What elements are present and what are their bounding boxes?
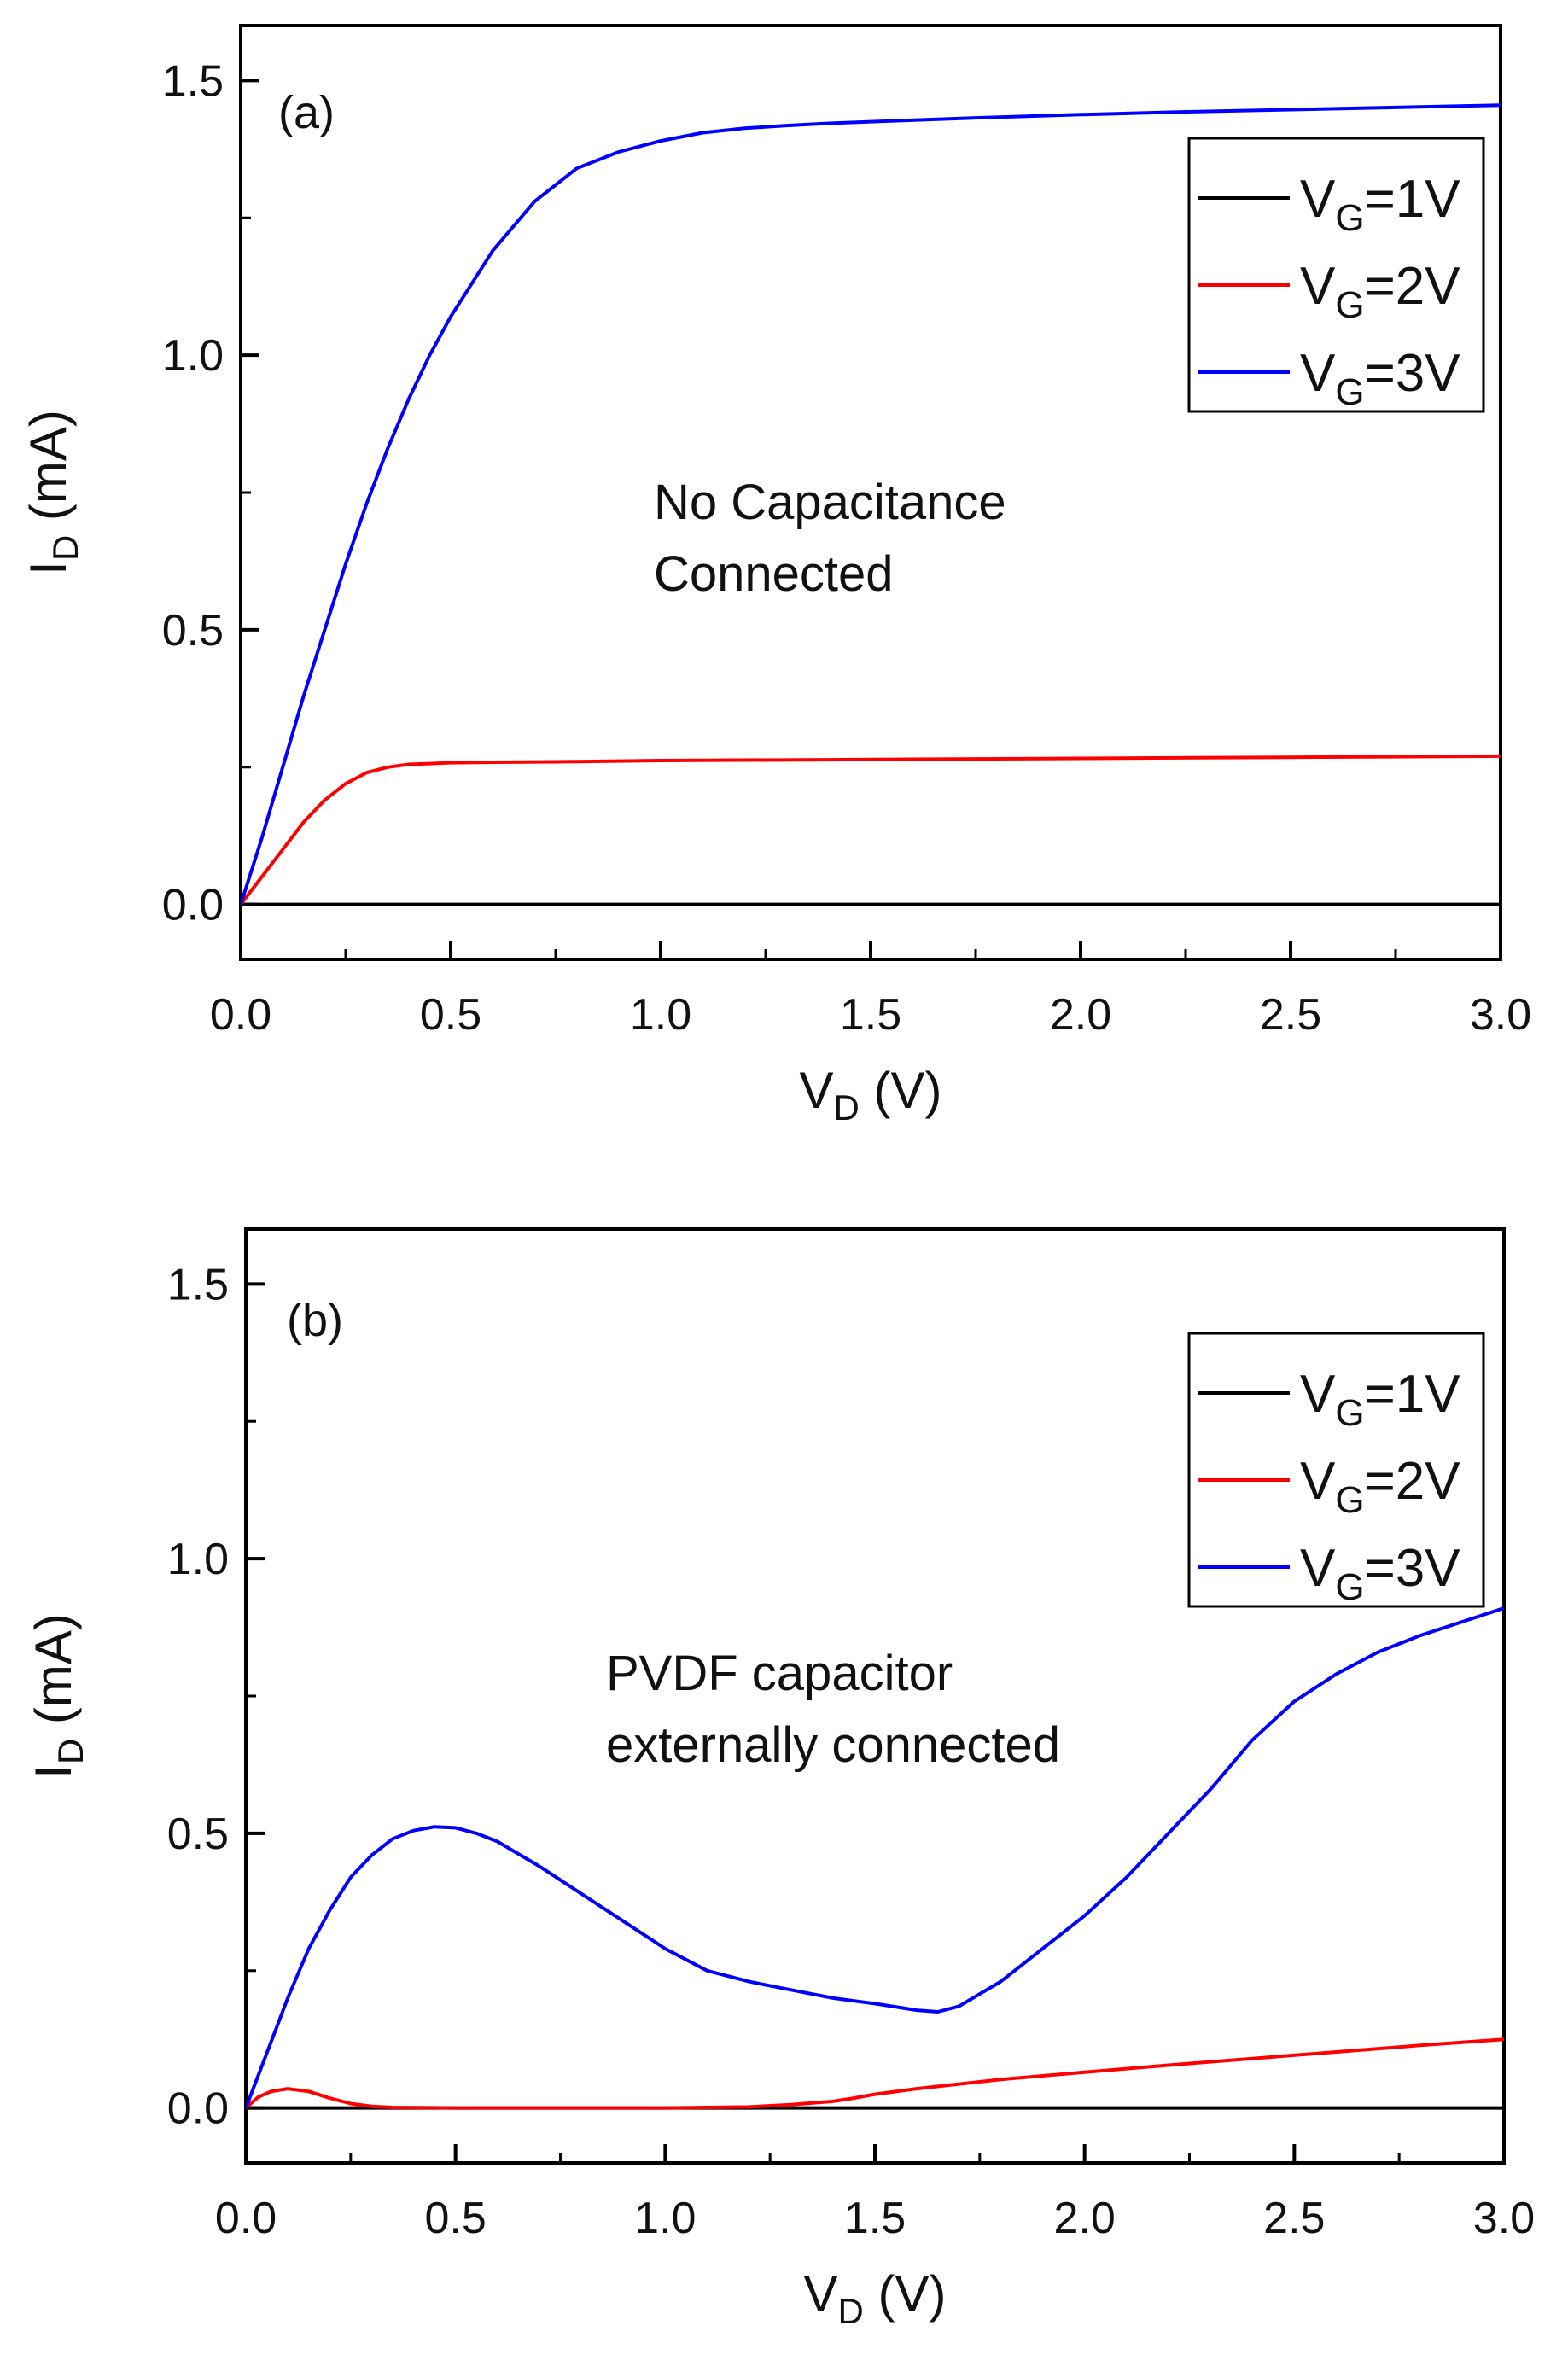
y-tick-label: 1.0 (162, 331, 224, 381)
legend-entry-label: VG=3V (1300, 344, 1460, 413)
series-line-vg-3v (241, 103, 1501, 906)
legend-entry-label: VG=1V (1300, 1365, 1460, 1434)
y-axis-title: ID (mA) (25, 1613, 90, 1779)
x-axis-title: VD (V) (799, 1062, 941, 1128)
x-tick-label: 1.5 (844, 2194, 906, 2243)
y-tick-label: 0.5 (167, 1810, 229, 1859)
y-tick-label: 1.5 (167, 1260, 229, 1309)
annotation-line: Connected (654, 546, 894, 602)
series-line-vg-2v (241, 754, 1501, 906)
x-tick-label: 0.5 (425, 2194, 487, 2243)
annotation-line: externally connected (606, 1717, 1060, 1773)
legend-box (1187, 1332, 1485, 1608)
x-tick-label: 2.0 (1054, 2194, 1116, 2243)
x-tick-label: 3.0 (1470, 990, 1531, 1040)
annotation-line: No Capacitance (654, 475, 1006, 530)
panel-label: (b) (287, 1295, 343, 1346)
annotation-line: PVDF capacitor (606, 1646, 953, 1701)
y-axis-title: ID (mA) (20, 410, 85, 575)
x-tick-label: 1.0 (634, 2194, 696, 2243)
series-line-vg-3v (246, 1606, 1504, 2109)
y-tick-label: 0.0 (167, 2084, 229, 2134)
legend-entry-label: VG=3V (1300, 1539, 1460, 1608)
x-tick-label: 2.5 (1260, 990, 1321, 1040)
y-tick-label: 1.0 (167, 1535, 229, 1584)
series-line-vg-2v (246, 2037, 1504, 2110)
x-tick-label: 1.5 (840, 990, 901, 1040)
y-tick-label: 0.0 (162, 881, 224, 930)
legend-entry-label: VG=2V (1300, 1452, 1460, 1521)
chart-panel-a: 0.0 0.5 1.0 1.5 2.0 2.5 3.0 0.0 0.5 1.0 1.5 VD (V) I… (20, 24, 1531, 1128)
legend-entry-label: VG=1V (1300, 170, 1460, 239)
legend: VG=1V VG=2V VG=3V (1187, 137, 1485, 413)
legend-box (1187, 137, 1485, 413)
x-tick-label: 0.5 (420, 990, 481, 1040)
x-tick-label: 3.0 (1473, 2194, 1535, 2243)
y-tick-label: 1.5 (162, 56, 224, 106)
x-axis-title: VD (V) (803, 2265, 946, 2331)
x-tick-label: 1.0 (630, 990, 691, 1040)
panel-label: (a) (278, 87, 335, 138)
x-tick-label: 0.0 (210, 990, 271, 1040)
chart-panel-b: 0.0 0.5 1.0 1.5 2.0 2.5 3.0 0.0 0.5 1.0 1.5 VD (V) I… (25, 1227, 1535, 2331)
legend-entry-label: VG=2V (1300, 257, 1460, 326)
x-tick-label: 2.0 (1050, 990, 1111, 1040)
legend: VG=1V VG=2V VG=3V (1187, 1332, 1485, 1608)
x-tick-label: 2.5 (1263, 2194, 1325, 2243)
y-tick-label: 0.5 (162, 606, 224, 656)
x-tick-label: 0.0 (215, 2194, 277, 2243)
